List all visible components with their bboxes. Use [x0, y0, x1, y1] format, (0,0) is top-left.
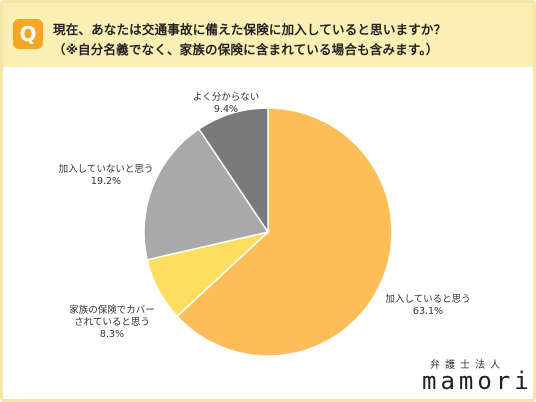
slice-category-label: 家族の保険でカバー [69, 304, 155, 316]
slice-category-label: よく分からない [193, 92, 260, 103]
slice-category-label: されていると思う [74, 317, 150, 328]
slice-label-3: 加入していないと思う 19.2% [59, 164, 154, 187]
logo-wordmark: mamori [422, 367, 533, 395]
question-header: Q 現在、あなたは交通事故に備えた保険に加入していると思いますか？ （※自分名義… [3, 3, 533, 67]
slice-category-label: 加入していると思う [385, 294, 470, 305]
logo-subtitle: 弁護士法人 [430, 360, 505, 371]
q-badge: Q [13, 19, 43, 49]
slice-category-label: 加入していないと思う [59, 164, 154, 175]
question-line-1: 現在、あなたは交通事故に備えた保険に加入していると思いますか？ [53, 22, 447, 37]
slice-value-label: 9.4% [214, 104, 238, 115]
pie-slice-4 [197, 107, 269, 235]
pie-slice-3 [143, 127, 270, 261]
slice-value-label: 8.3% [100, 329, 124, 340]
slice-label-2: 家族の保険でカバーされていると思う 8.3% [69, 304, 155, 340]
mamori-logo: 弁護士法人 mamori [400, 356, 529, 396]
pie-slice-1 [176, 107, 393, 357]
slice-label-4: よく分からない 9.4% [193, 92, 260, 115]
slice-value-label: 63.1% [413, 306, 443, 317]
slice-value-label: 19.2% [91, 176, 121, 187]
question-line-2: （※自分名義でなく、家族の保険に含まれている場合も含みます。） [53, 42, 439, 57]
slice-label-1: 加入していると思う 63.1% [385, 294, 470, 317]
